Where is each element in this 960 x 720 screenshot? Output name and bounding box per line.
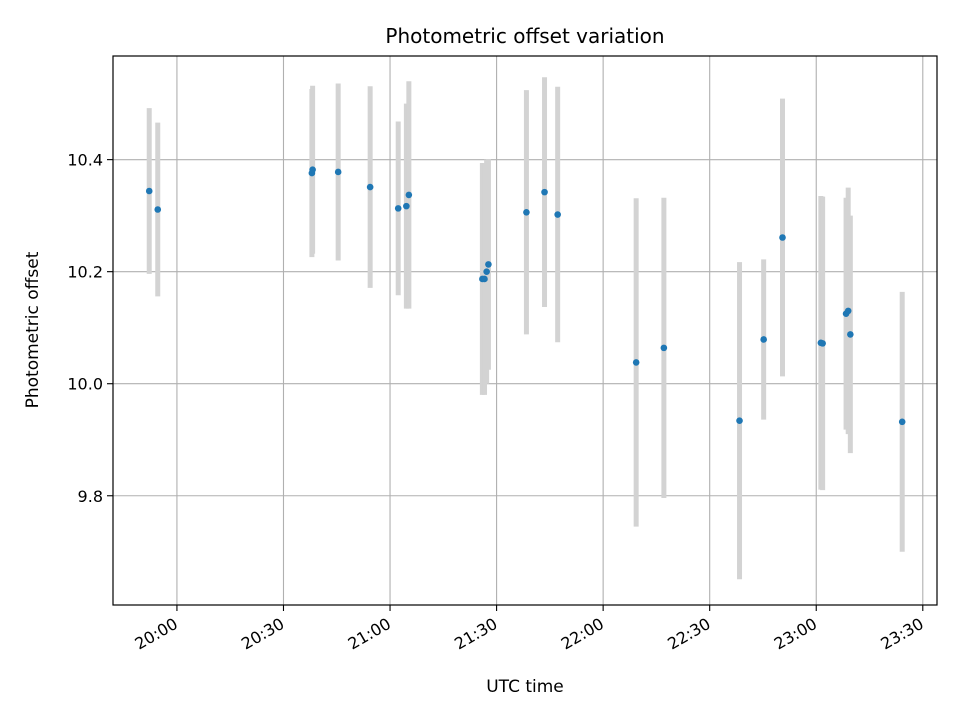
data-point <box>898 418 906 426</box>
data-point <box>523 208 530 216</box>
data-point <box>405 191 413 199</box>
data-point <box>394 205 402 212</box>
data-point <box>485 261 492 268</box>
y-tick-label: 10.0 <box>67 375 103 394</box>
data-point <box>760 336 767 343</box>
data-point <box>819 340 826 347</box>
plot-frame <box>112 55 938 606</box>
data-point <box>309 166 316 174</box>
data-point <box>403 202 410 210</box>
data-point <box>736 417 743 424</box>
y-axis-label: Photometric offset <box>23 251 43 408</box>
data-point <box>483 268 490 275</box>
data-point <box>366 183 374 191</box>
data-point <box>847 331 854 338</box>
data-point <box>541 188 548 196</box>
data-point <box>334 168 342 176</box>
y-tick-label: 9.8 <box>78 487 103 506</box>
data-point <box>632 359 640 366</box>
x-axis-label: UTC time <box>486 677 564 697</box>
chart-title: Photometric offset variation <box>385 24 664 48</box>
data-points <box>145 166 906 426</box>
data-point <box>779 234 786 241</box>
data-point <box>554 211 561 218</box>
y-tick-label: 10.4 <box>67 151 103 170</box>
y-tick-label: 10.2 <box>67 263 103 282</box>
data-point <box>145 187 153 195</box>
data-point <box>481 275 488 283</box>
data-point <box>844 307 852 315</box>
data-point <box>660 344 668 352</box>
data-point <box>154 206 162 213</box>
